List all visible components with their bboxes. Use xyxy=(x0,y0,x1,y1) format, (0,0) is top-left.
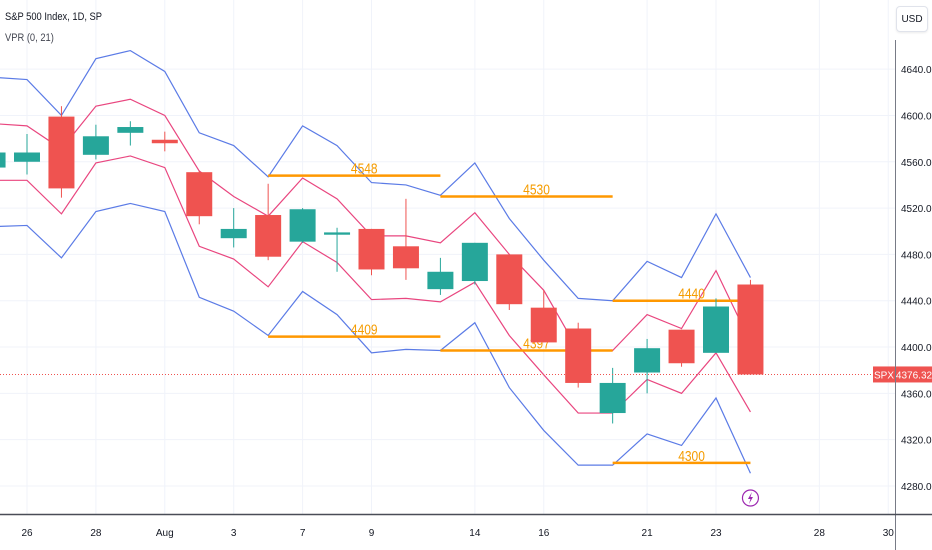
candle xyxy=(289,208,316,243)
candle xyxy=(151,131,178,152)
level-label: 4409 xyxy=(351,321,378,338)
price-tick-label: 4560.00 xyxy=(901,158,932,169)
time-tick-label: Aug xyxy=(156,528,174,539)
candle xyxy=(117,121,144,146)
time-tick-label: 3 xyxy=(231,528,237,539)
candle xyxy=(496,254,523,310)
candle xyxy=(668,329,695,367)
symbol-tag: SPX xyxy=(874,370,894,381)
candle-body xyxy=(737,284,764,375)
lightning-icon[interactable] xyxy=(741,489,760,507)
candle xyxy=(427,257,454,295)
time-tick-label: 26 xyxy=(21,528,33,539)
band-inner-upper xyxy=(0,98,751,352)
candle xyxy=(14,133,40,175)
candles xyxy=(0,106,764,424)
level-label: 4530 xyxy=(523,181,550,198)
last-price-tag: SPX 4376.32 xyxy=(873,366,932,383)
candle-body xyxy=(82,136,109,155)
candle-body xyxy=(496,254,523,305)
time-tick-label: 28 xyxy=(814,528,826,539)
candle-body xyxy=(358,228,385,270)
candle-body xyxy=(289,209,316,242)
price-tick-label: 4280.00 xyxy=(901,482,932,493)
price-tick-label: 4320.00 xyxy=(901,436,932,447)
candle-body xyxy=(220,228,247,239)
time-tick-label: 16 xyxy=(538,528,550,539)
time-tick-label: 30 xyxy=(883,528,895,539)
band-outer-lower xyxy=(0,202,751,474)
price-tick-label: 4440.00 xyxy=(901,297,932,308)
level-label: 4300 xyxy=(678,448,705,465)
candle-body xyxy=(427,271,454,290)
candle-body xyxy=(634,348,661,373)
candle xyxy=(324,227,351,272)
lightning-glyph xyxy=(747,492,753,504)
symbol-tag-bg xyxy=(873,366,895,383)
candle xyxy=(461,242,488,285)
candle-body xyxy=(668,329,695,364)
time-tick-label: 21 xyxy=(642,528,654,539)
candle-body xyxy=(48,116,75,189)
currency-button[interactable]: USD xyxy=(896,6,928,32)
candle-body xyxy=(461,242,488,282)
time-tick-label: 14 xyxy=(469,528,481,539)
symbol-title: S&P 500 Index, 1D, SP xyxy=(5,11,103,23)
candle xyxy=(358,228,385,276)
candle xyxy=(255,183,282,261)
candle-body xyxy=(324,232,351,235)
candle xyxy=(530,290,557,343)
candle xyxy=(392,198,419,280)
candle-body xyxy=(599,382,626,414)
candle xyxy=(48,106,75,198)
time-tick-label: 28 xyxy=(90,528,102,539)
candle-body xyxy=(392,246,419,269)
candle xyxy=(703,298,729,353)
price-tick-label: 4480.00 xyxy=(901,250,932,261)
candle xyxy=(634,338,661,394)
price-tick-label: 4600.00 xyxy=(901,111,932,122)
candle xyxy=(82,124,109,160)
candle xyxy=(0,152,6,168)
candle xyxy=(565,322,592,388)
candle-body xyxy=(530,307,557,343)
candle-body xyxy=(703,306,729,353)
price-tag-bg xyxy=(896,366,932,383)
price-tick-label: 4640.00 xyxy=(901,65,932,76)
price-tick-label: 4520.00 xyxy=(901,204,932,215)
time-tick-label: 9 xyxy=(369,528,375,539)
candle-body xyxy=(14,152,40,162)
band-outer-upper xyxy=(0,49,751,302)
price-axis[interactable]: 4640.00 4600.00 4560.00 4520.00 4480.00 4440.… xyxy=(901,65,932,493)
time-tick-label: 7 xyxy=(300,528,306,539)
level-label: 4440 xyxy=(678,285,705,302)
grid xyxy=(0,0,895,514)
candle-body xyxy=(0,152,6,168)
candle xyxy=(737,279,764,375)
time-axis[interactable]: 26 28 Aug 3 7 9 14 16 21 23 28 30 xyxy=(21,528,894,539)
candle-body xyxy=(565,328,592,383)
candle-body xyxy=(255,215,282,257)
level-label: 4548 xyxy=(351,160,378,177)
study-title[interactable]: VPR (0, 21) xyxy=(5,32,54,44)
price-tag-value: 4376.32 xyxy=(896,370,932,381)
candle-body xyxy=(186,172,213,217)
price-tick-label: 4360.00 xyxy=(901,389,932,400)
time-tick-label: 23 xyxy=(710,528,722,539)
candle-body xyxy=(151,139,178,144)
candle xyxy=(599,367,626,424)
price-tick-label: 4400.00 xyxy=(901,343,932,354)
candle-body xyxy=(117,127,144,133)
candle xyxy=(220,208,247,248)
candle xyxy=(186,171,213,225)
